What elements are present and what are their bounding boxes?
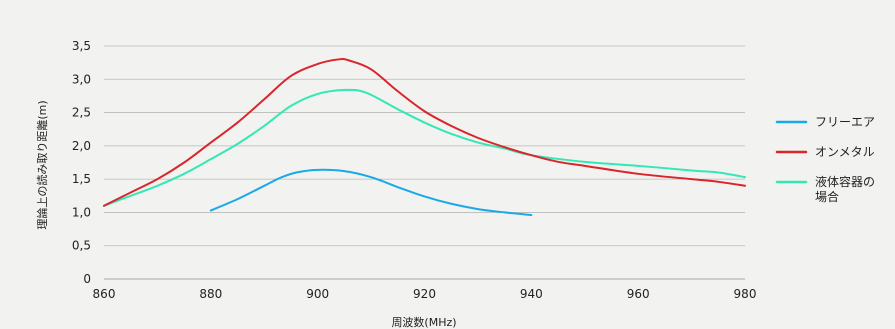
legend-label: フリーエア: [815, 115, 875, 129]
legend-label: 液体容器の: [815, 174, 875, 189]
y-tick-label: 2,5: [72, 106, 91, 120]
y-tick-label: 3,0: [72, 72, 91, 86]
y-tick-label: 2,0: [72, 139, 91, 153]
y-axis: 0 0,5 1,0 1,5 2,0 2,5 3,0 3,5: [72, 39, 91, 286]
series-line-3: [103, 88, 746, 207]
x-tick-label: 900: [306, 287, 329, 301]
x-axis: 860 880 900 920 940 960 980: [93, 278, 757, 301]
series-line-2: [103, 58, 746, 207]
x-tick-label: 880: [199, 287, 222, 301]
series-line-1: [209, 168, 533, 217]
legend-label: オンメタル: [815, 145, 875, 159]
x-axis-title: 周波数(MHz): [391, 316, 456, 329]
y-tick-label: 1,5: [72, 172, 91, 186]
series-lines: [103, 58, 746, 217]
y-tick-label: 1,0: [72, 205, 91, 219]
x-tick-label: 980: [734, 287, 757, 301]
y-tick-label: 0: [83, 272, 91, 286]
x-tick-label: 960: [627, 287, 650, 301]
x-tick-label: 940: [520, 287, 543, 301]
y-axis-title: 理論上の読み取り距離(m): [35, 100, 49, 229]
x-tick-label: 920: [413, 287, 436, 301]
grid-lines: [104, 45, 745, 280]
legend-label: 場合: [815, 189, 839, 204]
x-tick-label: 860: [93, 287, 116, 301]
y-tick-label: 0,5: [72, 239, 91, 253]
y-tick-label: 3,5: [72, 39, 91, 53]
